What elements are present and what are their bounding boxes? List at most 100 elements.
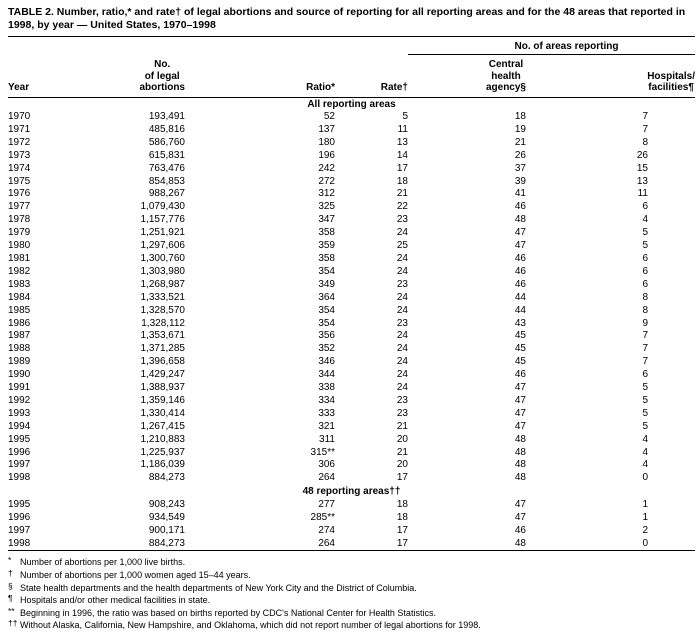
ratio-cell: 356 [318,330,335,342]
table-row: 1981 1,300,760 358 24 46 6 [8,253,695,266]
col-header-central-health-agency-label: Central health agency§ [485,59,526,93]
footnote-text: Without Alaska, California, New Hampshir… [20,620,481,631]
ratio-cell: 354 [318,265,335,277]
footnote-marker: † [8,568,13,578]
abortions-cell: 1,333,521 [140,291,186,303]
footnote-marker: § [8,580,13,591]
facilities-cell: 6 [642,369,648,381]
ratio-cell: 180 [318,136,335,148]
abortions-cell: 1,388,937 [140,382,186,394]
agency-cell: 48 [514,433,526,445]
year-cell: 1996 [8,446,31,458]
table-row: 1972 586,760 180 13 21 8 [8,137,695,150]
agency-cell: 43 [514,317,526,329]
abortions-cell: 1,297,606 [140,240,186,252]
facilities-cell: 8 [642,291,648,303]
rate-cell: 24 [396,382,408,394]
facilities-cell: 8 [642,304,648,316]
rate-cell: 21 [396,420,408,432]
footnote-text: Number of abortions per 1,000 women aged… [20,570,251,580]
section-label: All reporting areas [307,98,396,110]
facilities-cell: 5 [642,420,648,432]
rate-cell: 24 [396,227,408,239]
year-cell: 1988 [8,343,31,355]
year-cell: 1998 [8,472,31,484]
facilities-cell: 6 [642,278,648,290]
table-row: 1973 615,831 196 14 26 26 [8,150,695,163]
facilities-cell: 6 [642,252,648,264]
rate-cell: 20 [396,459,408,471]
facilities-cell: 7 [642,343,648,355]
facilities-cell: 7 [642,111,648,122]
year-cell: 1990 [8,369,31,381]
agency-cell: 44 [514,304,526,316]
abortions-cell: 1,371,285 [140,343,186,355]
ratio-cell: 359 [318,240,335,252]
ratio-cell: 312 [318,188,335,200]
table-row: 1989 1,396,658 346 24 45 7 [8,356,695,369]
footnote-marker: †† [8,618,18,629]
table-row: 1995 908,243 277 18 47 1 [8,499,695,512]
rate-cell: 11 [397,123,408,135]
ratio-cell: 264 [318,472,335,484]
agency-cell: 48 [514,446,526,458]
agency-cell: 48 [514,214,526,226]
ratio-cell: 334 [318,394,335,406]
facilities-cell: 0 [642,537,648,549]
agency-cell: 45 [514,330,526,342]
table-row: 1980 1,297,606 359 25 47 5 [8,240,695,253]
agency-cell: 45 [514,356,526,368]
rate-cell: 23 [396,278,408,290]
col-header-rate: Rate† [335,54,408,98]
abortions-cell: 586,760 [148,136,185,148]
ratio-cell: 285** [310,511,335,523]
rate-cell: 18 [396,511,408,523]
footnote: * Number of abortions per 1,000 live birt… [8,555,695,569]
facilities-cell: 11 [637,188,648,200]
abortions-cell: 1,267,415 [140,420,186,432]
footnote-marker: * [8,555,12,566]
section-header-row: 48 reporting areas†† [8,485,695,499]
section-label: 48 reporting areas†† [302,486,401,498]
ratio-cell: 347 [318,214,335,226]
facilities-cell: 15 [636,162,648,174]
rate-cell: 24 [396,343,408,355]
abortions-cell: 763,476 [148,162,185,174]
ratio-cell: 354 [318,304,335,316]
facilities-cell: 5 [642,240,648,252]
agency-cell: 47 [514,407,526,419]
footnote-marker: ** [8,605,15,616]
abortion-statistics-table: No. of areas reporting Year No. of legal… [8,38,695,552]
ratio-cell: 325 [318,201,335,213]
rate-cell: 14 [396,149,408,161]
ratio-cell: 358 [318,252,335,264]
col-header-hospitals-facilities-label: Hospitals/ facilities¶ [647,70,695,94]
table-head: No. of areas reporting Year No. of legal… [8,38,695,98]
group-header-row: No. of areas reporting [8,38,695,55]
rate-cell: 23 [396,394,408,406]
abortions-cell: 1,330,414 [140,407,186,419]
col-header-central-health-agency: Central health agency§ [408,54,526,98]
facilities-cell: 1 [642,511,648,523]
year-cell: 1970 [8,111,31,122]
footnote-text: Hospitals and/or other medical facilitie… [20,595,211,606]
abortions-cell: 988,267 [148,188,185,200]
rate-cell: 17 [396,537,408,549]
year-cell: 1994 [8,420,31,432]
facilities-cell: 26 [636,149,648,161]
agency-cell: 44 [514,291,526,303]
footnote: § State health departments and the health… [8,580,695,595]
rate-cell: 17 [396,162,408,174]
facilities-cell: 7 [642,356,648,368]
col-header-abortions-label: No. of legal abortions [139,59,185,93]
abortions-cell: 1,328,570 [140,304,186,316]
footnote: † Number of abortions per 1,000 women age… [8,568,695,582]
agency-cell: 47 [514,240,526,252]
ratio-cell: 354 [318,317,335,329]
abortions-cell: 1,303,980 [140,265,186,277]
year-cell: 1983 [8,278,31,290]
agency-cell: 37 [514,162,526,174]
abortions-cell: 900,171 [148,524,185,536]
table-row: 1974 763,476 242 17 37 15 [8,163,695,176]
